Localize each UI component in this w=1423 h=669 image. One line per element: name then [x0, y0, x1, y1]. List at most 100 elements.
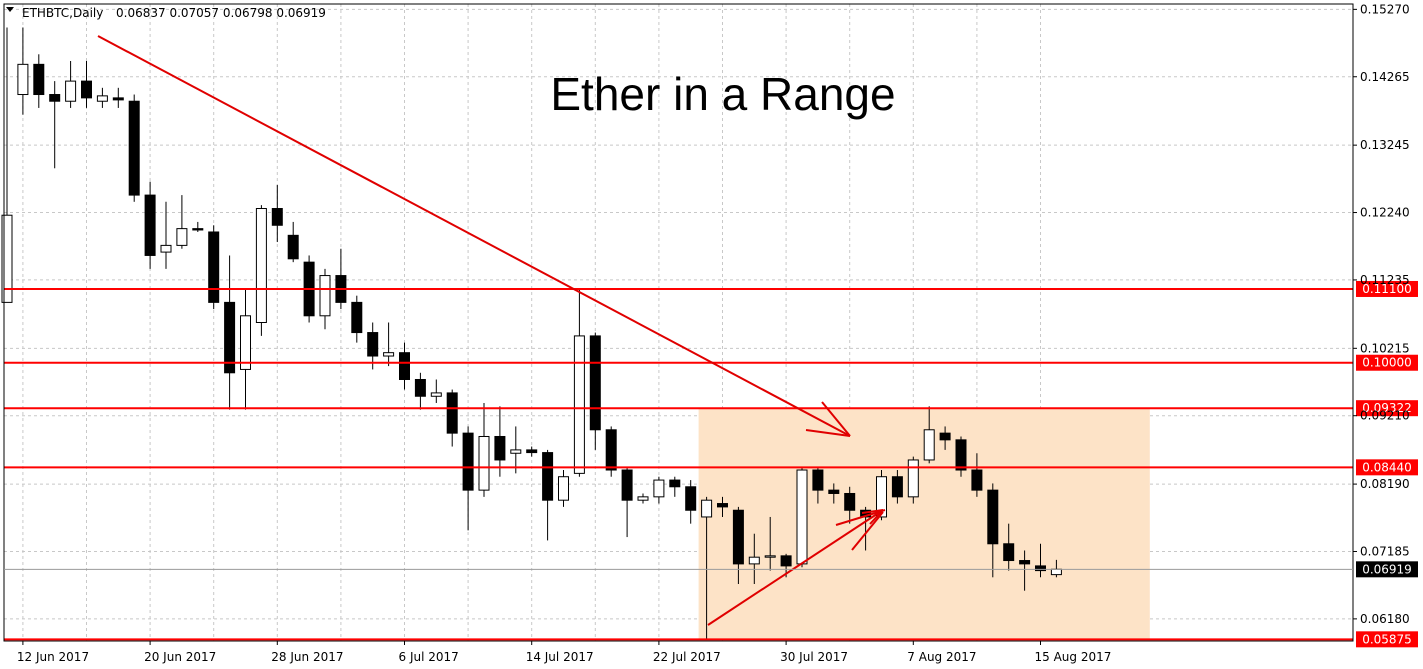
x-tick-label: 28 Jun 2017 — [271, 650, 343, 664]
candle-bear — [351, 301, 363, 334]
level-label: 0.09322 — [1362, 401, 1412, 415]
level-label-box — [1356, 459, 1418, 476]
candle-bear — [128, 100, 140, 196]
candle-bull — [907, 459, 919, 498]
candle-bull — [160, 244, 172, 253]
y-tick-label: 0.07185 — [1360, 544, 1410, 558]
candle-bear — [828, 489, 840, 494]
candle-bull — [430, 392, 442, 397]
candle-bull — [637, 496, 649, 501]
candle-bear — [287, 234, 299, 260]
current-price-label: 0.06919 — [1362, 562, 1412, 576]
candle-bear — [844, 492, 856, 511]
x-tick-label: 20 Jun 2017 — [144, 650, 216, 664]
level-label-box — [1356, 354, 1418, 371]
y-tick-label: 0.11235 — [1360, 273, 1410, 287]
short-arrow-line — [835, 509, 886, 526]
level-lines: 0.11100 0.10000 0.09322 0.08440 0.05875 — [4, 280, 1418, 648]
candle-bull — [96, 95, 108, 102]
candle-bull — [796, 469, 808, 565]
candle-bear — [891, 476, 903, 498]
x-tick-label: 7 Aug 2017 — [907, 650, 976, 664]
triangle-down-icon[interactable] — [6, 7, 14, 12]
candle-bear — [224, 301, 236, 374]
downtrend-line — [97, 35, 851, 437]
price-axis[interactable]: 0.15270 0.14265 0.13245 0.12240 0.11235 0.102… — [4, 2, 1418, 626]
candle-bear — [494, 435, 506, 461]
level-label-box — [1356, 631, 1418, 648]
level-label: 0.05875 — [1362, 632, 1412, 646]
ohlc-readout: 0.06837 0.07057 0.06798 0.06919 — [116, 6, 326, 20]
candle-bear — [589, 335, 601, 431]
candle-bear — [1035, 565, 1046, 572]
level-label: 0.11100 — [1362, 282, 1412, 296]
candle-bear — [81, 80, 92, 99]
short-arrow-line — [851, 511, 884, 551]
candle-bear — [621, 469, 633, 501]
candle-bull — [1, 214, 13, 303]
candle-bear — [399, 352, 410, 380]
candle-bear — [717, 503, 728, 508]
y-tick-label: 0.10215 — [1360, 341, 1410, 355]
x-tick-label: 15 Aug 2017 — [1035, 650, 1112, 664]
candles — [1, 27, 1062, 639]
candle-bear — [33, 63, 45, 96]
candle-bear — [144, 194, 156, 256]
candle-bear — [669, 479, 681, 488]
level-label-box — [1356, 280, 1418, 297]
candle-bull — [240, 315, 251, 370]
x-tick-label: 6 Jul 2017 — [399, 650, 459, 664]
arrows — [97, 35, 886, 626]
candle-bear — [367, 332, 379, 357]
candle-bear — [446, 392, 458, 434]
level-label-box — [1356, 400, 1418, 417]
downtrend-arrowhead — [821, 401, 851, 437]
candle-bull — [176, 228, 188, 246]
candle-bear — [526, 449, 538, 454]
candle-bear — [542, 452, 554, 501]
y-tick-label: 0.15270 — [1360, 2, 1410, 16]
candle-bull — [653, 479, 665, 498]
candle-bull — [255, 208, 267, 323]
candle-bull — [701, 499, 713, 518]
current-price-box — [1356, 561, 1418, 578]
candle-bull — [876, 476, 887, 518]
time-axis[interactable]: 12 Jun 2017 20 Jun 2017 28 Jun 2017 6 Jul 2… — [17, 641, 1111, 664]
candle-bear — [462, 432, 474, 491]
level-label: 0.10000 — [1362, 356, 1412, 370]
candle-bull — [748, 556, 760, 565]
candle-bear — [685, 486, 697, 511]
candle-bull — [573, 335, 585, 474]
x-tick-label: 12 Jun 2017 — [17, 650, 89, 664]
candle-bull — [923, 429, 935, 461]
candle-bear — [1003, 543, 1015, 562]
plot-frame — [3, 3, 1354, 642]
symbol-label: ETHBTC,Daily — [22, 6, 103, 20]
uptrend-arrowhead — [861, 509, 884, 514]
y-tick-label: 0.12240 — [1360, 206, 1410, 220]
candle-bull — [1050, 568, 1062, 576]
candle-bear — [605, 429, 617, 471]
candle-bear — [1019, 560, 1031, 565]
x-tick-label: 14 Jul 2017 — [526, 650, 594, 664]
candle-bear — [987, 489, 999, 545]
uptrend-line — [707, 509, 884, 626]
candle-bull — [17, 63, 29, 96]
y-tick-label: 0.06180 — [1360, 612, 1410, 626]
y-tick-label: 0.14265 — [1360, 70, 1410, 84]
candle-bull — [764, 555, 776, 558]
candle-bear — [271, 208, 283, 226]
level-label: 0.08440 — [1362, 460, 1412, 474]
candle-bear — [971, 469, 983, 491]
candle-bear — [208, 231, 220, 303]
candle-bull — [383, 352, 395, 357]
candle-bull — [510, 449, 522, 454]
candle-bull — [319, 275, 331, 317]
candle-bear — [780, 555, 792, 567]
candle-bull — [478, 435, 490, 491]
x-tick-label: 22 Jul 2017 — [653, 650, 721, 664]
candle-bear — [192, 228, 204, 231]
downtrend-arrowhead — [805, 429, 851, 437]
uptrend-arrowhead — [869, 509, 884, 525]
